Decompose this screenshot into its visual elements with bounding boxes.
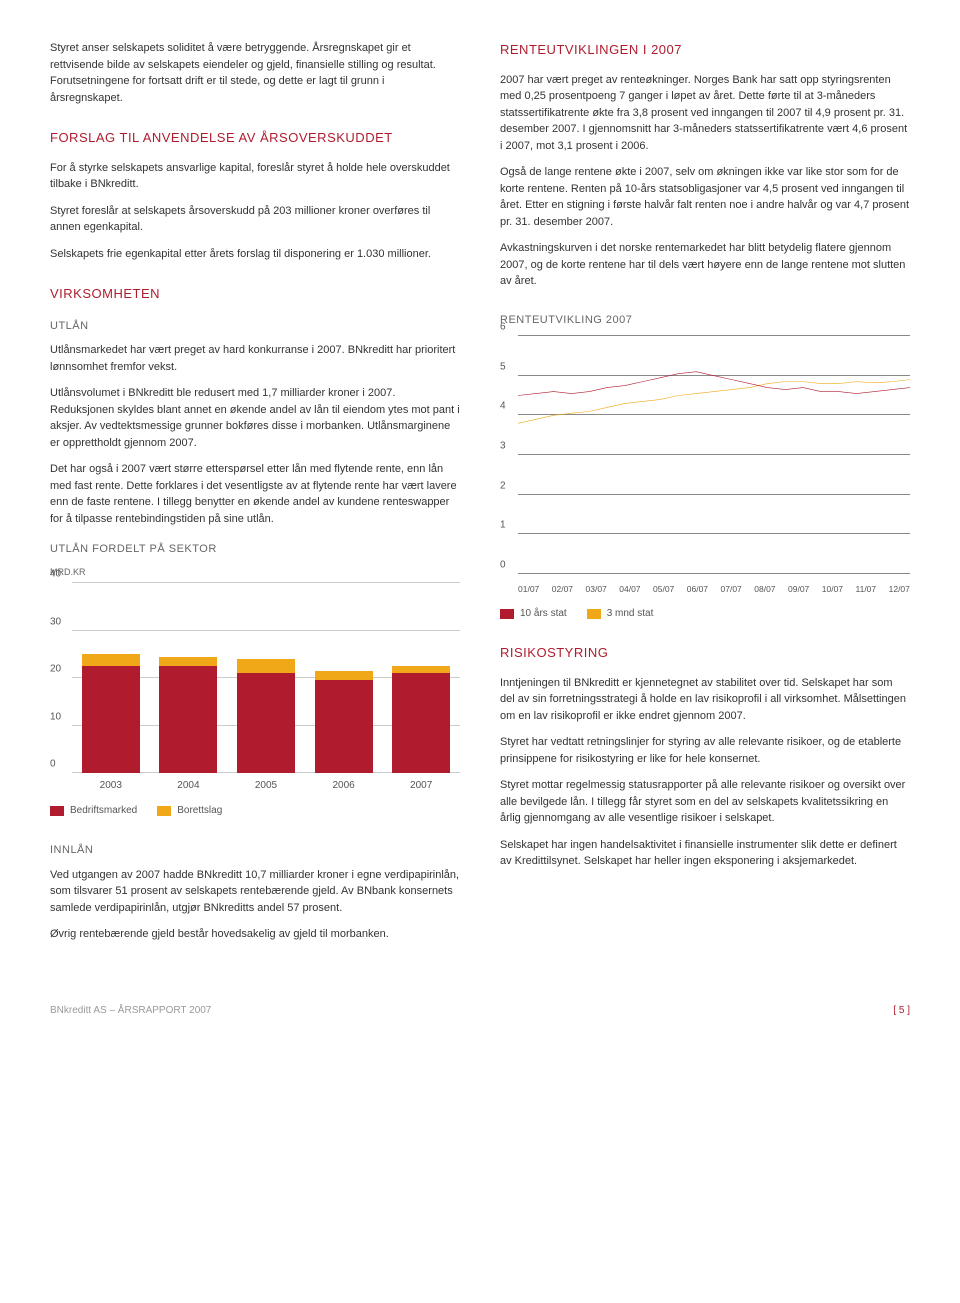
section-heading-virksomheten: VIRKSOMHETEN — [50, 284, 460, 304]
line-chart-title: RENTEUTVIKLING 2007 — [500, 312, 910, 329]
line-x-tick: 12/07 — [889, 583, 910, 596]
footer-page-number: [ 5 ] — [893, 1003, 910, 1018]
bar-segment — [82, 666, 140, 773]
paragraph: For å styrke selskapets ansvarlige kapit… — [50, 160, 460, 193]
paragraph: Det har også i 2007 vært større etterspø… — [50, 461, 460, 527]
bar-segment — [82, 654, 140, 666]
bar-y-tick: 0 — [50, 757, 56, 772]
line-x-tick: 06/07 — [687, 583, 708, 596]
paragraph: Styret foreslår at selskapets årsoversku… — [50, 203, 460, 236]
line-y-tick: 6 — [500, 320, 506, 335]
bar-x-tick: 2006 — [332, 778, 354, 793]
line-y-tick: 3 — [500, 439, 506, 454]
bar-y-tick: 10 — [50, 709, 61, 724]
line-chart: 012345601/0702/0703/0704/0705/0706/0707/… — [500, 336, 910, 596]
line-series — [518, 372, 910, 396]
bar-segment — [392, 666, 450, 673]
paragraph: Ved utgangen av 2007 hadde BNkreditt 10,… — [50, 867, 460, 917]
bar-chart-title: UTLÅN FORDELT PÅ SEKTOR — [50, 541, 460, 558]
paragraph: Selskapet har ingen handelsaktivitet i f… — [500, 837, 910, 870]
subheading-innlan: INNLÅN — [50, 842, 460, 859]
section-heading-renteutviklingen: RENTEUTVIKLINGEN I 2007 — [500, 40, 910, 60]
paragraph: Øvrig rentebærende gjeld består hovedsak… — [50, 926, 460, 943]
paragraph: Avkastningskurven i det norske rentemark… — [500, 240, 910, 290]
right-column: RENTEUTVIKLINGEN I 2007 2007 har vært pr… — [500, 40, 910, 953]
legend-item: 10 års stat — [500, 606, 567, 621]
line-x-tick: 10/07 — [822, 583, 843, 596]
bar-x-tick: 2004 — [177, 778, 199, 793]
line-y-tick: 0 — [500, 558, 506, 573]
bar-chart-unit: MRD.KR — [50, 566, 460, 580]
main-columns: Styret anser selskapets soliditet å være… — [50, 40, 910, 953]
line-y-tick: 5 — [500, 359, 506, 374]
bar-x-tick: 2003 — [100, 778, 122, 793]
paragraph: Inntjeningen til BNkreditt er kjennetegn… — [500, 675, 910, 725]
line-y-tick: 2 — [500, 478, 506, 493]
bar-chart: 01020304020032004200520062007 — [50, 583, 460, 793]
bar-x-tick: 2007 — [410, 778, 432, 793]
line-chart-legend: 10 års stat 3 mnd stat — [500, 606, 910, 621]
line-x-tick: 08/07 — [754, 583, 775, 596]
left-column: Styret anser selskapets soliditet å være… — [50, 40, 460, 953]
line-y-tick: 1 — [500, 518, 506, 533]
paragraph: Styret anser selskapets soliditet å være… — [50, 40, 460, 106]
bar-y-tick: 30 — [50, 614, 61, 629]
paragraph: Også de lange rentene økte i 2007, selv … — [500, 164, 910, 230]
subheading-utlan: UTLÅN — [50, 318, 460, 335]
line-x-tick: 02/07 — [552, 583, 573, 596]
line-x-tick: 09/07 — [788, 583, 809, 596]
bar-segment — [392, 673, 450, 773]
bar-y-tick: 20 — [50, 662, 61, 677]
bar-segment — [315, 680, 373, 773]
line-x-tick: 04/07 — [619, 583, 640, 596]
paragraph: Utlånsvolumet i BNkreditt ble redusert m… — [50, 385, 460, 451]
line-x-tick: 05/07 — [653, 583, 674, 596]
section-heading-forslag: FORSLAG TIL ANVENDELSE AV ÅRSOVERSKUDDET — [50, 128, 460, 148]
legend-item: Bedriftsmarked — [50, 803, 137, 818]
paragraph: Selskapets frie egenkapital etter årets … — [50, 246, 460, 263]
bar-segment — [159, 666, 217, 773]
paragraph: 2007 har vært preget av renteøkninger. N… — [500, 72, 910, 155]
line-x-tick: 07/07 — [721, 583, 742, 596]
page-footer: BNkreditt AS – ÅRSRAPPORT 2007 [ 5 ] — [50, 1003, 910, 1018]
line-x-tick: 01/07 — [518, 583, 539, 596]
bar-x-tick: 2005 — [255, 778, 277, 793]
line-y-tick: 4 — [500, 399, 506, 414]
paragraph: Utlånsmarkedet har vært preget av hard k… — [50, 342, 460, 375]
legend-item: 3 mnd stat — [587, 606, 654, 621]
line-x-tick: 11/07 — [856, 583, 877, 596]
bar-segment — [237, 673, 295, 773]
line-series — [518, 380, 910, 424]
paragraph: Styret har vedtatt retningslinjer for st… — [500, 734, 910, 767]
bar-segment — [237, 659, 295, 673]
bar-segment — [159, 657, 217, 667]
paragraph: Styret mottar regelmessig statusrapporte… — [500, 777, 910, 827]
legend-item: Borettslag — [157, 803, 222, 818]
bar-chart-legend: Bedriftsmarked Borettslag — [50, 803, 460, 818]
line-x-tick: 03/07 — [586, 583, 607, 596]
section-heading-risikostyring: RISIKOSTYRING — [500, 643, 910, 663]
bar-segment — [315, 671, 373, 681]
footer-left: BNkreditt AS – ÅRSRAPPORT 2007 — [50, 1003, 211, 1018]
bar-y-tick: 40 — [50, 567, 61, 582]
